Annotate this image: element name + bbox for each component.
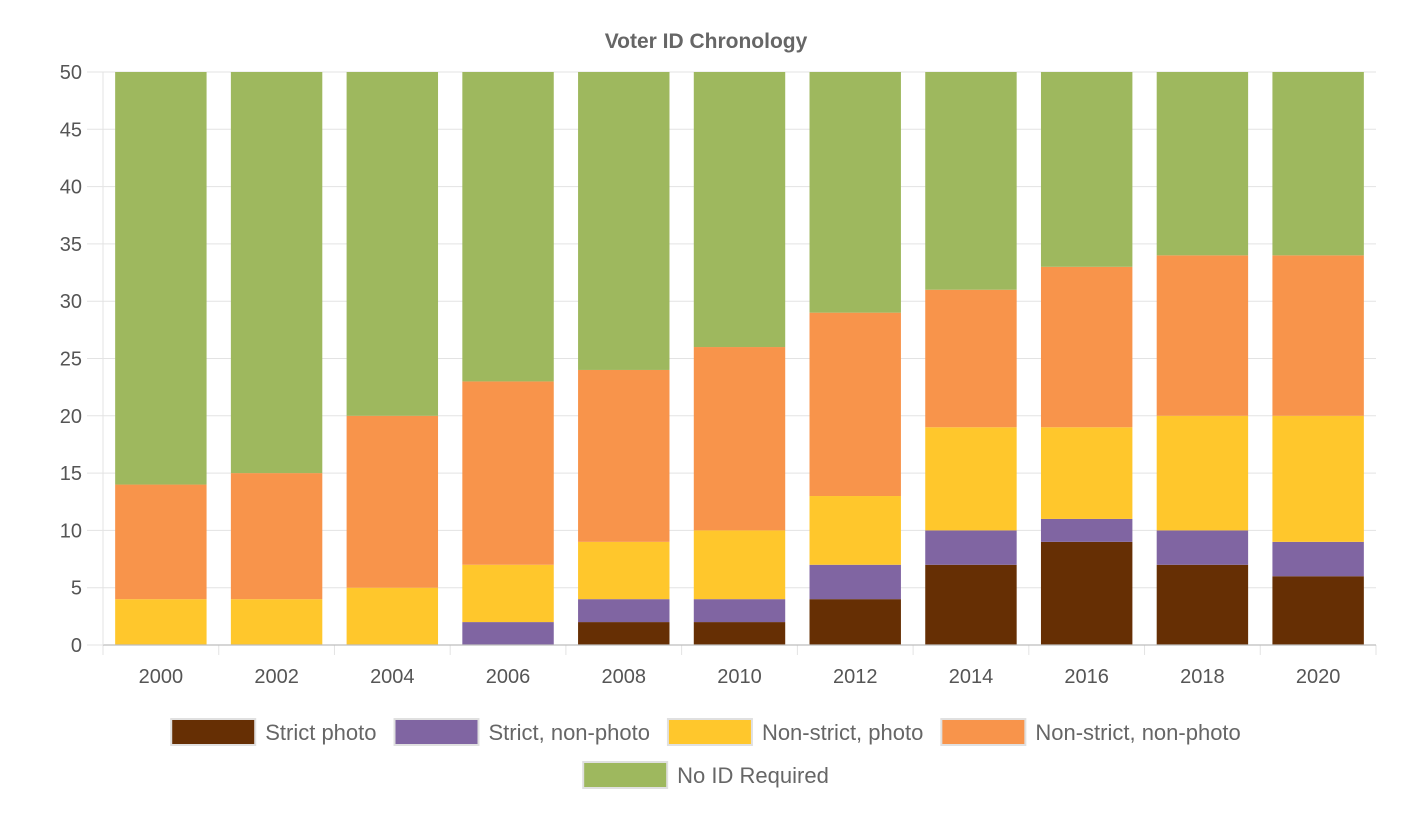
bar-segment: [1156, 255, 1249, 416]
bar-segment: [230, 473, 323, 600]
x-tick-label: 2002: [254, 666, 299, 688]
bar-segment: [925, 530, 1017, 565]
y-tick-label: 20: [60, 406, 82, 428]
bar-segment: [1272, 72, 1364, 256]
x-tick-label: 2020: [1296, 666, 1341, 688]
bar-segment: [578, 541, 670, 600]
legend-swatch[interactable]: [393, 718, 480, 746]
x-tick-label: 2010: [717, 666, 762, 688]
x-tick-label: 2004: [370, 666, 415, 688]
bar-segment: [115, 599, 207, 645]
bar-segment: [1272, 541, 1364, 577]
y-tick-label: 50: [60, 62, 82, 84]
x-tick-label: 2006: [486, 666, 531, 688]
legend-label[interactable]: Strict photo: [265, 720, 376, 745]
bar-segment: [462, 381, 554, 565]
bar-segment: [1156, 415, 1249, 531]
legend: Strict photo Strict, non-photo Non-strict,…: [170, 718, 1241, 789]
bar-segment: [230, 599, 323, 645]
bar-segment: [925, 289, 1017, 428]
bar-segment: [1272, 255, 1364, 416]
y-axis-tick-labels: 0 5 10 15 20 25 30 35 40 45 50: [60, 62, 82, 657]
bar-segment: [346, 415, 439, 588]
bar-segment: [115, 484, 207, 600]
x-tick-label: 2018: [1180, 666, 1225, 688]
bar-segment: [230, 72, 323, 474]
bar-segment: [809, 496, 901, 565]
y-tick-label: 25: [60, 349, 82, 371]
x-tick-label: 2016: [1064, 666, 1109, 688]
bar-segment: [578, 599, 670, 623]
legend-swatch[interactable]: [582, 761, 669, 789]
bar-segment: [1040, 541, 1133, 645]
y-tick-label: 5: [71, 578, 82, 600]
legend-label[interactable]: No ID Required: [677, 763, 829, 788]
bar-segment: [809, 564, 901, 600]
bar-segment: [693, 530, 786, 600]
bars: [115, 72, 1364, 645]
y-tick-label: 10: [60, 520, 82, 542]
bar-segment: [578, 72, 670, 370]
legend-swatch[interactable]: [666, 718, 753, 746]
bar-segment: [1156, 564, 1249, 645]
bar-segment: [809, 599, 901, 645]
bar-segment: [1156, 72, 1249, 256]
bar-segment: [925, 72, 1017, 290]
bar-segment: [693, 599, 786, 623]
bar-segment: [1272, 576, 1364, 645]
bar-segment: [809, 72, 901, 313]
chart-title: Voter ID Chronology: [605, 30, 808, 53]
bar-segment: [578, 622, 670, 645]
y-tick-label: 0: [71, 635, 82, 657]
legend-label[interactable]: Strict, non-photo: [489, 720, 650, 745]
bar-segment: [693, 622, 786, 645]
legend-label[interactable]: Non-strict, non-photo: [1035, 720, 1240, 745]
bar-segment: [1040, 427, 1133, 519]
bar-segment: [346, 587, 439, 645]
bar-segment: [925, 427, 1017, 531]
x-tick-label: 2000: [139, 666, 184, 688]
legend-swatch[interactable]: [170, 718, 257, 746]
bar-segment: [925, 564, 1017, 645]
bar-segment: [115, 72, 207, 485]
bar-segment: [1272, 415, 1364, 542]
y-tick-label: 40: [60, 177, 82, 199]
bar-segment: [462, 622, 554, 645]
bar-segment: [1040, 266, 1133, 428]
bar-segment: [1040, 72, 1133, 267]
legend-label[interactable]: Non-strict, photo: [762, 720, 923, 745]
y-tick-label: 30: [60, 291, 82, 313]
bar-segment: [693, 72, 786, 348]
bar-segment: [346, 72, 439, 416]
bar-segment: [578, 369, 670, 542]
bar-segment: [1156, 530, 1249, 565]
y-tick-label: 45: [60, 119, 82, 141]
bar-segment: [1040, 518, 1133, 542]
bar-segment: [693, 347, 786, 531]
bar-segment: [462, 564, 554, 623]
bar-segment: [462, 72, 554, 382]
x-tick-label: 2008: [602, 666, 647, 688]
axes: [102, 72, 1376, 646]
bar-segment: [809, 312, 901, 497]
y-tick-label: 35: [60, 234, 82, 256]
y-tick-label: 15: [60, 463, 82, 485]
x-tick-label: 2012: [833, 666, 878, 688]
legend-swatch[interactable]: [940, 718, 1027, 746]
x-axis-tick-labels: 2000 2002 2004 2006 2008 2010 2012 2014 2016 2018…: [139, 666, 1341, 688]
x-tick-label: 2014: [949, 666, 994, 688]
